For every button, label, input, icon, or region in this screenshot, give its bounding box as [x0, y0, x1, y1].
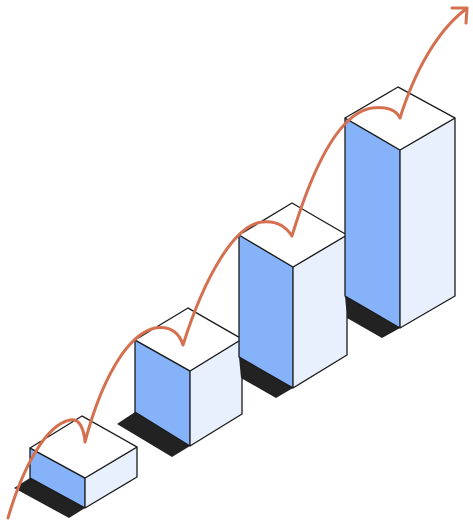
- box-shadow: [345, 296, 400, 338]
- box-top-face: [29, 415, 138, 479]
- box-4: [344, 86, 456, 338]
- box-shadow: [117, 412, 190, 457]
- box-left-face: [344, 117, 401, 329]
- box-1: [14, 415, 138, 518]
- box-2: [117, 307, 243, 457]
- growth-arrow: [6, 6, 469, 520]
- arrow-head: [450, 6, 469, 25]
- box-shadow: [239, 357, 293, 398]
- box-right-face: [399, 117, 456, 329]
- arrow-curve: [6, 7, 468, 520]
- box-shadow: [14, 478, 85, 518]
